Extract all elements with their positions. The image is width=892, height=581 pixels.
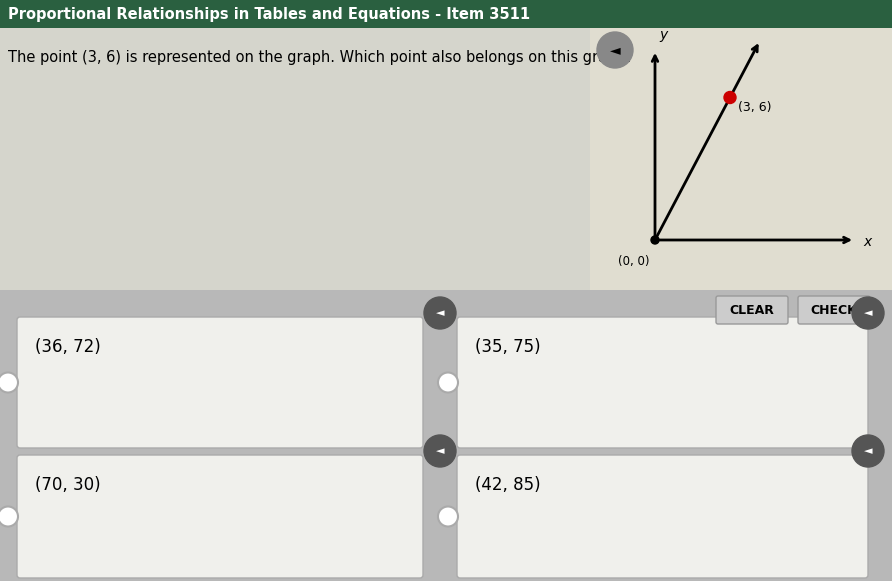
FancyBboxPatch shape xyxy=(457,317,868,448)
FancyBboxPatch shape xyxy=(17,317,423,448)
Text: ◄: ◄ xyxy=(610,43,620,57)
Text: CHECK: CHECK xyxy=(811,303,857,317)
Bar xyxy=(0,28,590,290)
Text: ◄: ◄ xyxy=(436,308,444,318)
Circle shape xyxy=(0,507,18,526)
Text: The point (3, 6) is represented on the graph. Which point also belongs on this g: The point (3, 6) is represented on the g… xyxy=(8,50,633,65)
Text: (35, 75): (35, 75) xyxy=(475,338,541,356)
FancyBboxPatch shape xyxy=(17,455,423,578)
Circle shape xyxy=(438,507,458,526)
Text: ◄: ◄ xyxy=(436,446,444,456)
FancyBboxPatch shape xyxy=(798,296,870,324)
Text: y: y xyxy=(659,28,667,42)
Circle shape xyxy=(852,297,884,329)
Text: Proportional Relationships in Tables and Equations - Item 3511: Proportional Relationships in Tables and… xyxy=(8,6,530,21)
Text: (36, 72): (36, 72) xyxy=(35,338,101,356)
Circle shape xyxy=(651,236,659,244)
Circle shape xyxy=(438,372,458,393)
Circle shape xyxy=(424,435,456,467)
Text: x: x xyxy=(863,235,871,249)
Circle shape xyxy=(0,372,18,393)
Circle shape xyxy=(724,91,736,103)
Text: (42, 85): (42, 85) xyxy=(475,476,541,494)
Text: (3, 6): (3, 6) xyxy=(738,101,772,113)
Text: ◄: ◄ xyxy=(863,308,872,318)
Text: (70, 30): (70, 30) xyxy=(35,476,101,494)
Bar xyxy=(0,0,892,28)
Text: CLEAR: CLEAR xyxy=(730,303,774,317)
Text: ◄: ◄ xyxy=(863,446,872,456)
Circle shape xyxy=(597,32,633,68)
Circle shape xyxy=(424,297,456,329)
Circle shape xyxy=(852,435,884,467)
Bar xyxy=(590,28,892,290)
Text: (0, 0): (0, 0) xyxy=(618,255,650,268)
FancyBboxPatch shape xyxy=(716,296,788,324)
FancyBboxPatch shape xyxy=(457,455,868,578)
